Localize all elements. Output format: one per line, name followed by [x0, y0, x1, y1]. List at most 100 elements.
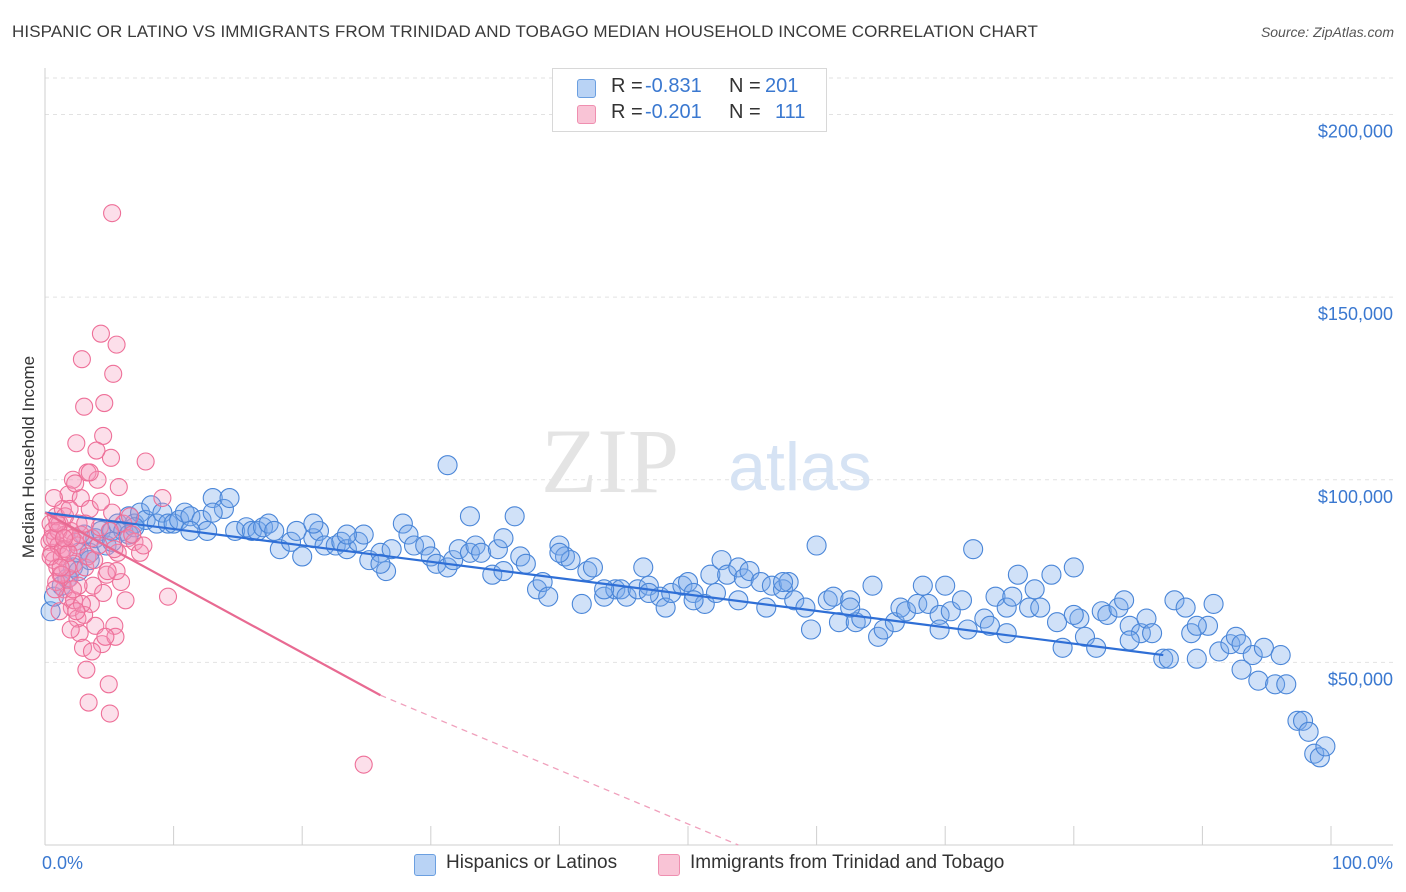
data-point-trinidad [52, 565, 71, 584]
data-point-hispanic [1119, 615, 1140, 636]
data-point-hispanic [213, 498, 234, 520]
data-point-hispanic [515, 553, 536, 574]
data-point-hispanic [672, 575, 693, 596]
data-point-hispanic [370, 542, 391, 563]
legend-n-value: 111 [775, 101, 806, 123]
data-point-hispanic [862, 575, 883, 596]
data-point-trinidad [72, 350, 91, 369]
data-point-hispanic [202, 502, 223, 523]
data-point-trinidad [125, 532, 144, 551]
bottom-legend-label-blue: Hispanics or Latinos [446, 852, 618, 873]
data-point-trinidad [111, 572, 131, 592]
data-point-trinidad [84, 576, 103, 595]
watermark-zip: ZIP [541, 410, 679, 512]
data-point-hispanic [1309, 747, 1330, 768]
data-point-hispanic [286, 520, 307, 541]
y-tick-label: $200,000 [1318, 122, 1393, 142]
data-point-trinidad [116, 591, 135, 610]
data-point-hispanic [141, 495, 162, 516]
data-point-trinidad [73, 638, 93, 657]
data-point-hispanic [1030, 597, 1051, 618]
y-tick-label: $100,000 [1318, 487, 1393, 507]
data-point-hispanic [1019, 597, 1040, 618]
data-point-hispanic [817, 590, 838, 611]
data-point-hispanic [269, 539, 290, 560]
data-point-hispanic [918, 593, 939, 614]
legend-r-label: R = [611, 101, 643, 123]
data-point-hispanic [778, 571, 799, 593]
data-point-trinidad [91, 492, 110, 511]
data-point-trinidad [79, 693, 98, 712]
data-point-hispanic [951, 590, 973, 611]
data-point-hispanic [403, 535, 425, 556]
data-point-hispanic [1197, 615, 1219, 636]
data-point-hispanic [633, 557, 654, 578]
trend-line-trinidad [44, 511, 382, 697]
data-point-trinidad [91, 324, 110, 343]
legend-swatch-pink [577, 105, 596, 124]
data-point-trinidad [136, 452, 155, 471]
data-point-trinidad [82, 642, 102, 661]
data-point-hispanic [940, 601, 961, 622]
data-point-hispanic [677, 571, 699, 593]
data-point-hispanic [890, 597, 911, 618]
data-point-hispanic [264, 520, 285, 541]
data-point-trinidad [87, 441, 106, 460]
data-point-trinidad [85, 551, 104, 570]
x-tick-label: 0.0% [42, 853, 83, 873]
data-point-trinidad [134, 536, 153, 555]
data-point-hispanic [437, 455, 458, 476]
data-point-hispanic [1074, 626, 1096, 647]
data-point-hispanic [638, 582, 659, 604]
data-point-hispanic [1119, 630, 1140, 651]
chart-source: Source: ZipAtlas.com [1260, 24, 1394, 40]
data-point-trinidad [60, 499, 79, 519]
data-point-hispanic [996, 623, 1017, 644]
bottom-legend-label-pink: Immigrants from Trinidad and Tobago [690, 852, 1005, 873]
data-point-trinidad [123, 525, 142, 544]
data-point-hispanic [1046, 612, 1068, 633]
data-point-hispanic [353, 524, 374, 545]
data-point-trinidad [106, 627, 125, 646]
data-point-hispanic [717, 564, 738, 585]
data-point-hispanic [174, 502, 195, 523]
data-point-hispanic [241, 520, 262, 541]
data-point-hispanic [1002, 586, 1023, 607]
data-point-hispanic [1097, 604, 1118, 625]
data-point-hispanic [236, 517, 257, 538]
data-point-trinidad [101, 448, 121, 467]
legend-r-value: -0.831 [645, 75, 702, 97]
data-point-trinidad [67, 434, 86, 453]
data-point-trinidad [46, 580, 65, 599]
data-point-hispanic [415, 535, 436, 556]
data-point-hispanic [1253, 637, 1274, 658]
data-point-trinidad [77, 660, 96, 679]
legend-n-label: N = [729, 75, 761, 97]
data-point-hispanic [549, 542, 570, 563]
data-point-hispanic [935, 575, 956, 596]
y-tick-label: $150,000 [1318, 304, 1393, 324]
data-point-trinidad [94, 426, 113, 445]
data-point-trinidad [75, 397, 94, 416]
data-point-hispanic [739, 561, 760, 582]
data-point-hispanic [728, 557, 749, 578]
data-point-hispanic [963, 539, 984, 560]
data-point-trinidad [354, 755, 373, 774]
data-point-hispanic [493, 528, 514, 549]
data-point-hispanic [1304, 743, 1325, 764]
data-point-hispanic [1041, 564, 1062, 585]
data-point-trinidad [96, 627, 115, 646]
data-point-hispanic [392, 513, 413, 534]
data-point-hispanic [840, 590, 861, 611]
legend-r-label: R = [611, 75, 643, 97]
data-point-trinidad [120, 507, 140, 526]
data-point-hispanic [1069, 608, 1090, 629]
data-point-trinidad [63, 580, 83, 599]
data-point-hispanic [1142, 623, 1163, 644]
data-point-hispanic [1292, 710, 1314, 731]
data-point-hispanic [1175, 597, 1196, 618]
data-point-hispanic [1158, 648, 1179, 669]
data-point-trinidad [99, 675, 118, 694]
data-point-trinidad [72, 594, 91, 613]
data-point-trinidad [61, 620, 80, 639]
